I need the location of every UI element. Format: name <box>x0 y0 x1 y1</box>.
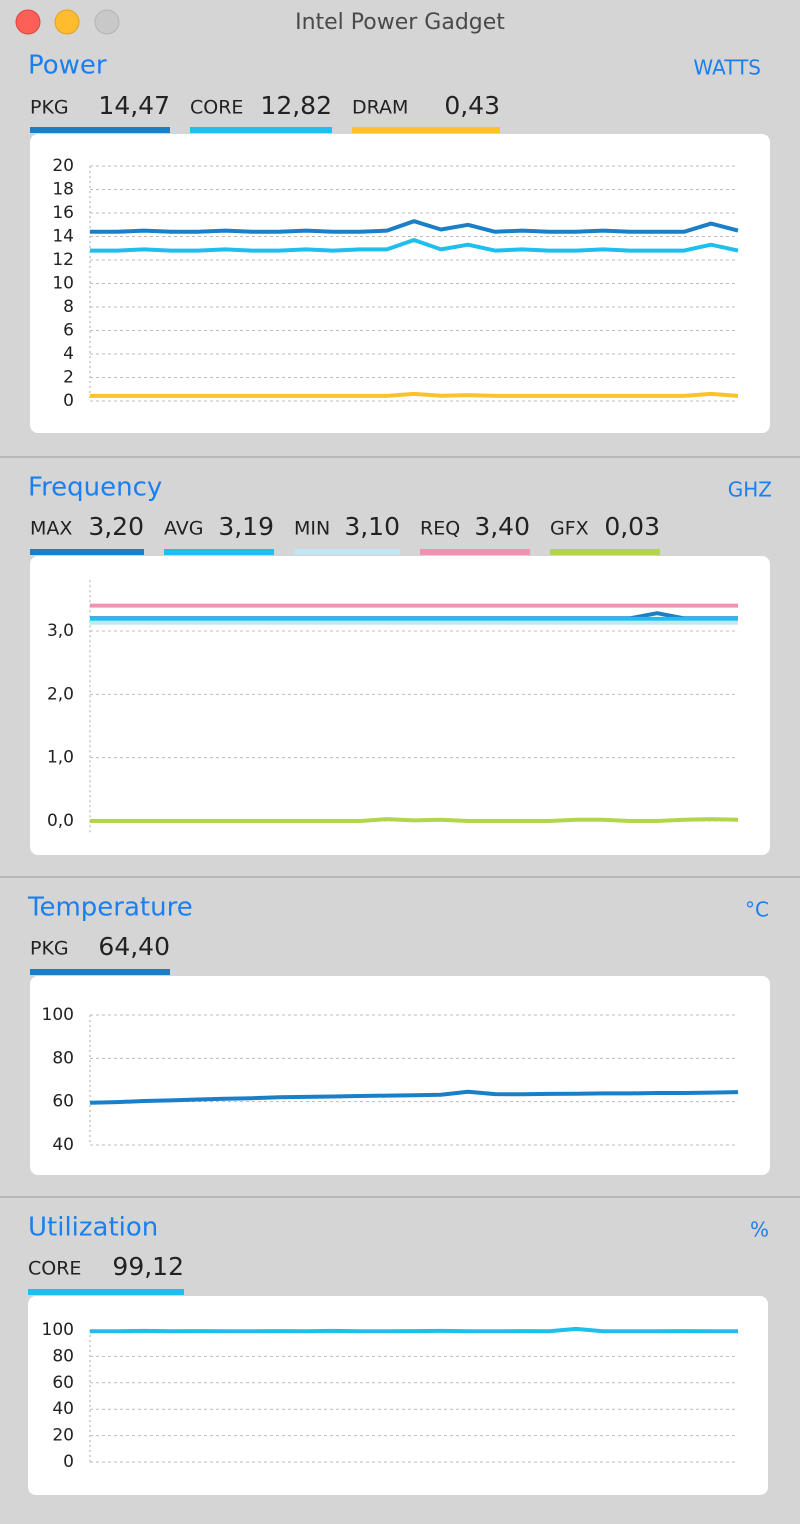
readout-value: 12,82 <box>260 91 332 120</box>
y-tick-label: 80 <box>52 1048 74 1068</box>
y-tick-label: 20 <box>52 1426 74 1446</box>
y-tick-label: 100 <box>42 1320 74 1340</box>
section-title: Power <box>28 51 107 81</box>
legend-swatch <box>28 1289 184 1295</box>
y-tick-label: 8 <box>63 297 74 317</box>
readout-value: 3,40 <box>474 512 530 541</box>
readout-value: 99,12 <box>112 1252 184 1281</box>
unit-label: % <box>750 1218 769 1242</box>
y-tick-label: 14 <box>52 227 74 247</box>
window-title: Intel Power Gadget <box>295 10 505 35</box>
y-tick-label: 1,0 <box>47 748 74 768</box>
chart-panel <box>30 556 770 855</box>
readout-name: MAX <box>30 518 72 540</box>
readout-name: CORE <box>190 97 243 119</box>
legend-swatch <box>30 969 170 975</box>
y-tick-label: 40 <box>52 1399 74 1419</box>
readout-name: MIN <box>294 518 330 540</box>
y-tick-label: 100 <box>42 1005 74 1025</box>
y-tick-label: 80 <box>52 1346 74 1366</box>
y-tick-label: 2 <box>63 368 74 388</box>
readout-value: 3,20 <box>88 512 144 541</box>
legend-swatch <box>294 549 400 555</box>
unit-label: GHZ <box>728 478 772 502</box>
y-tick-label: 2,0 <box>47 684 74 704</box>
y-tick-label: 0 <box>63 1452 74 1472</box>
chart-panel <box>28 1296 768 1495</box>
section-title: Utilization <box>28 1213 158 1243</box>
readout-name: DRAM <box>352 97 408 119</box>
legend-swatch <box>420 549 530 555</box>
y-tick-label: 0,0 <box>47 811 74 831</box>
close-button[interactable] <box>15 9 41 35</box>
y-tick-label: 20 <box>52 156 74 176</box>
readout-name: PKG <box>30 938 69 960</box>
readout-value: 14,47 <box>98 91 170 120</box>
legend-swatch <box>190 127 332 133</box>
unit-label: °C <box>745 898 769 922</box>
readout-name: REQ <box>420 518 460 540</box>
readout-value: 3,10 <box>344 512 400 541</box>
chart-panel <box>30 976 770 1175</box>
y-tick-label: 60 <box>52 1373 74 1393</box>
y-tick-label: 10 <box>52 274 74 294</box>
y-tick-label: 60 <box>52 1092 74 1112</box>
series-line <box>90 817 739 823</box>
readout-value: 0,03 <box>604 512 660 541</box>
y-tick-label: 3,0 <box>47 621 74 641</box>
readout-name: CORE <box>28 1258 81 1280</box>
readout-value: 0,43 <box>444 91 500 120</box>
series-line <box>89 1089 739 1105</box>
section-title: Frequency <box>28 473 162 503</box>
y-tick-label: 16 <box>52 203 74 223</box>
y-tick-label: 12 <box>52 250 74 270</box>
minimize-button[interactable] <box>54 9 80 35</box>
y-tick-label: 18 <box>52 180 74 200</box>
readout-name: GFX <box>550 518 589 540</box>
legend-swatch <box>30 127 170 133</box>
y-tick-label: 40 <box>52 1135 74 1155</box>
y-tick-label: 4 <box>63 344 74 364</box>
y-tick-label: 0 <box>63 391 74 411</box>
section-title: Temperature <box>27 893 193 923</box>
series-line <box>90 238 739 253</box>
readout-value: 3,19 <box>218 512 274 541</box>
legend-swatch <box>164 549 274 555</box>
series-line <box>90 1326 739 1334</box>
series-line <box>90 219 739 234</box>
readout-name: PKG <box>30 97 69 119</box>
readout-name: AVG <box>164 518 204 540</box>
legend-swatch <box>550 549 660 555</box>
legend-swatch <box>352 127 500 133</box>
unit-label: WATTS <box>693 56 761 80</box>
zoom-button[interactable] <box>94 9 120 35</box>
y-tick-label: 6 <box>63 321 74 341</box>
readout-value: 64,40 <box>98 932 170 961</box>
chart-panel <box>30 134 770 433</box>
series-line <box>90 391 739 398</box>
legend-swatch <box>30 549 144 555</box>
